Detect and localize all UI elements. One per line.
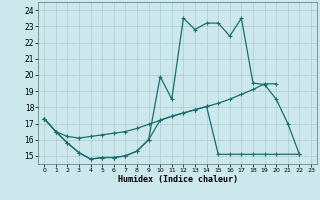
- X-axis label: Humidex (Indice chaleur): Humidex (Indice chaleur): [118, 175, 238, 184]
